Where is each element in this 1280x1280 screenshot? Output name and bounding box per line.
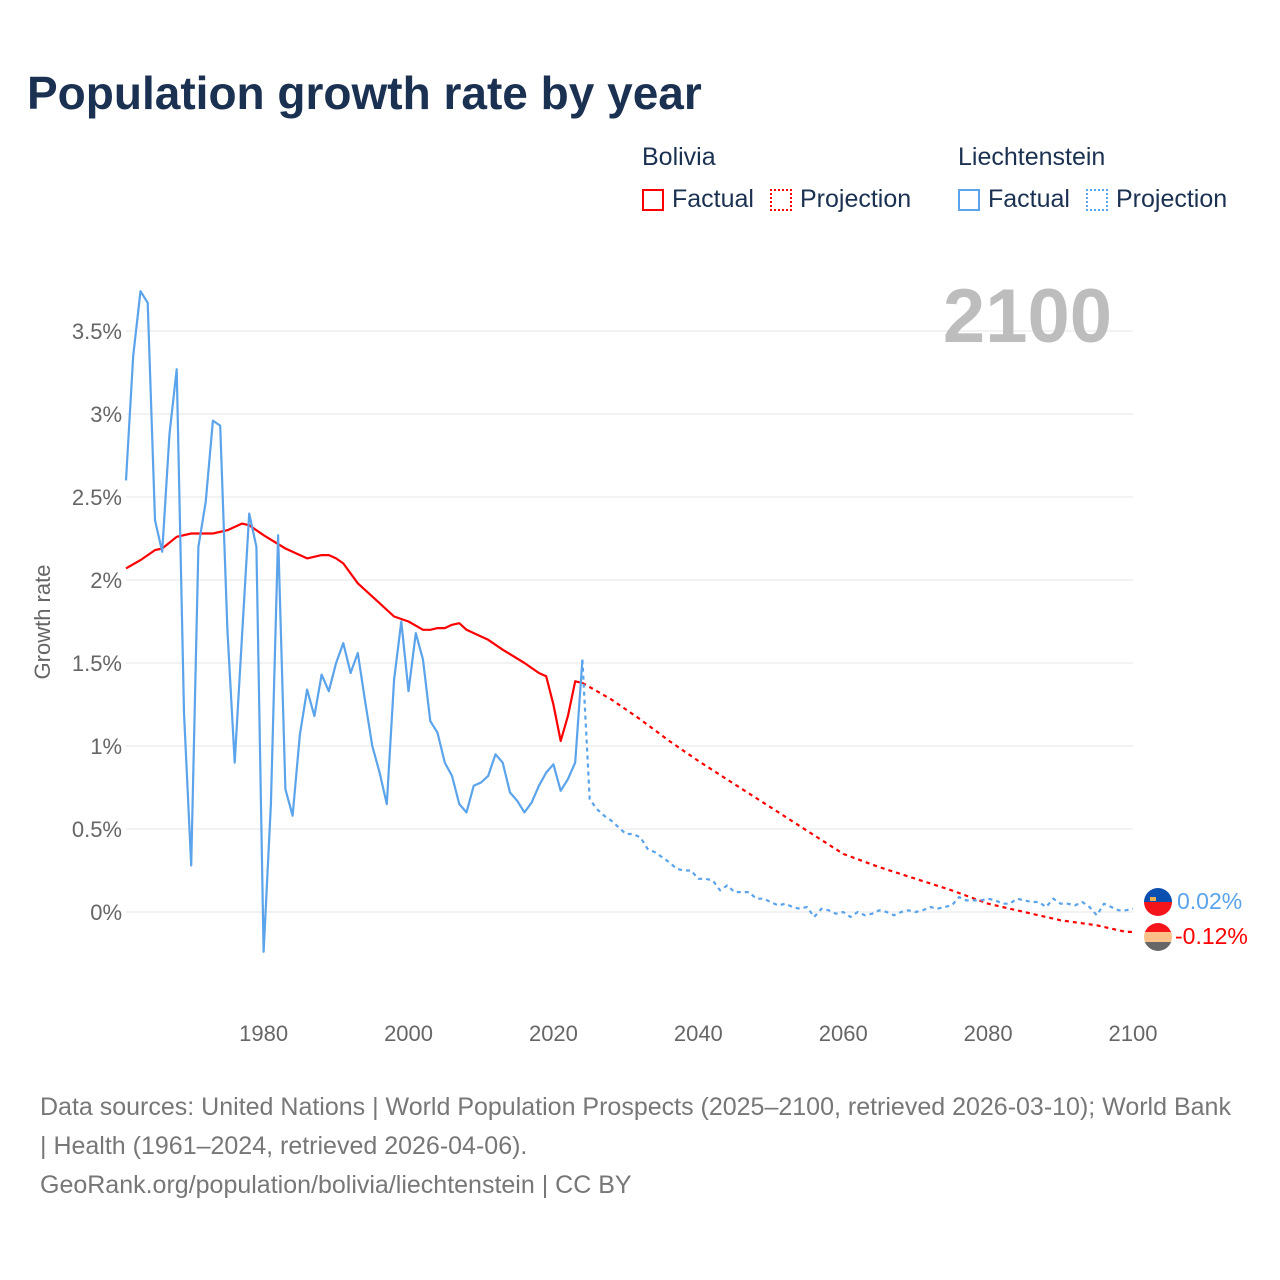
x-tick-label: 2040 xyxy=(674,1021,723,1046)
y-tick-label: 1% xyxy=(90,734,122,759)
line-chart: 2100 Growth rate 0% 0.5% 1% 1.5% 2% 2.5% 3% 3.5… xyxy=(30,274,1248,1046)
legend-liechtenstein-factual[interactable]: Factual xyxy=(958,185,1070,214)
y-tick-label: 2.5% xyxy=(72,485,122,510)
liechtenstein-projection-line[interactable] xyxy=(581,659,1134,919)
footer: Data sources: United Nations | World Pop… xyxy=(40,1088,1240,1205)
legend-label: Factual xyxy=(988,185,1070,213)
legend-group-bolivia: Bolivia xyxy=(642,143,716,171)
x-tick-label: 1980 xyxy=(239,1021,288,1046)
liechtenstein-end-label: 0.02% xyxy=(1177,888,1242,914)
bolivia-end-label: -0.12% xyxy=(1175,923,1248,949)
x-tick-label: 2060 xyxy=(819,1021,868,1046)
solid-swatch-icon xyxy=(642,188,664,211)
x-tick-label: 2020 xyxy=(529,1021,578,1046)
liechtenstein-factual-line[interactable] xyxy=(124,290,584,953)
legend-liechtenstein-projection[interactable]: Projection xyxy=(1085,185,1228,214)
y-axis-label: Growth rate xyxy=(30,565,55,680)
gridlines xyxy=(126,330,1133,913)
liechtenstein-flag-icon xyxy=(1144,888,1172,916)
bolivia-factual-line[interactable] xyxy=(125,522,583,743)
dotted-swatch-icon xyxy=(769,188,792,211)
y-tick-label: 0% xyxy=(90,900,122,925)
data-sources: Data sources: United Nations | World Pop… xyxy=(40,1093,1231,1160)
legend-group-liechtenstein: Liechtenstein xyxy=(958,143,1106,171)
solid-swatch-icon xyxy=(958,188,980,211)
legend-label: Factual xyxy=(672,185,754,213)
legend-row-liechtenstein: Factual Projection xyxy=(958,185,1243,214)
y-tick-label: 2% xyxy=(90,568,122,593)
series-lines xyxy=(124,290,1134,953)
legend-bolivia-projection[interactable]: Projection xyxy=(769,185,912,214)
legend-bolivia-factual[interactable]: Factual xyxy=(642,185,754,214)
y-tick-label: 1.5% xyxy=(72,651,122,676)
y-tick-label: 3% xyxy=(90,402,122,427)
x-tick-label: 2100 xyxy=(1109,1021,1158,1046)
bolivia-projection-line[interactable] xyxy=(581,681,1133,933)
source-link[interactable]: GeoRank.org/population/bolivia/liechtens… xyxy=(40,1171,632,1199)
legend-label: Projection xyxy=(1115,185,1228,213)
chart-title: Population growth rate by year xyxy=(27,67,702,119)
y-tick-label: 3.5% xyxy=(72,319,122,344)
axis-ticks: 0% 0.5% 1% 1.5% 2% 2.5% 3% 3.5% 1980 2000 2020 2040… xyxy=(72,319,1158,1046)
bolivia-flag-icon xyxy=(1144,923,1172,951)
y-tick-label: 0.5% xyxy=(72,817,122,842)
legend-row-bolivia: Factual Projection xyxy=(642,185,927,214)
current-year-label: 2100 xyxy=(943,274,1112,359)
x-tick-label: 2080 xyxy=(964,1021,1013,1046)
x-tick-label: 2000 xyxy=(384,1021,433,1046)
legend-label: Projection xyxy=(799,185,912,213)
dotted-swatch-icon xyxy=(1085,188,1108,211)
